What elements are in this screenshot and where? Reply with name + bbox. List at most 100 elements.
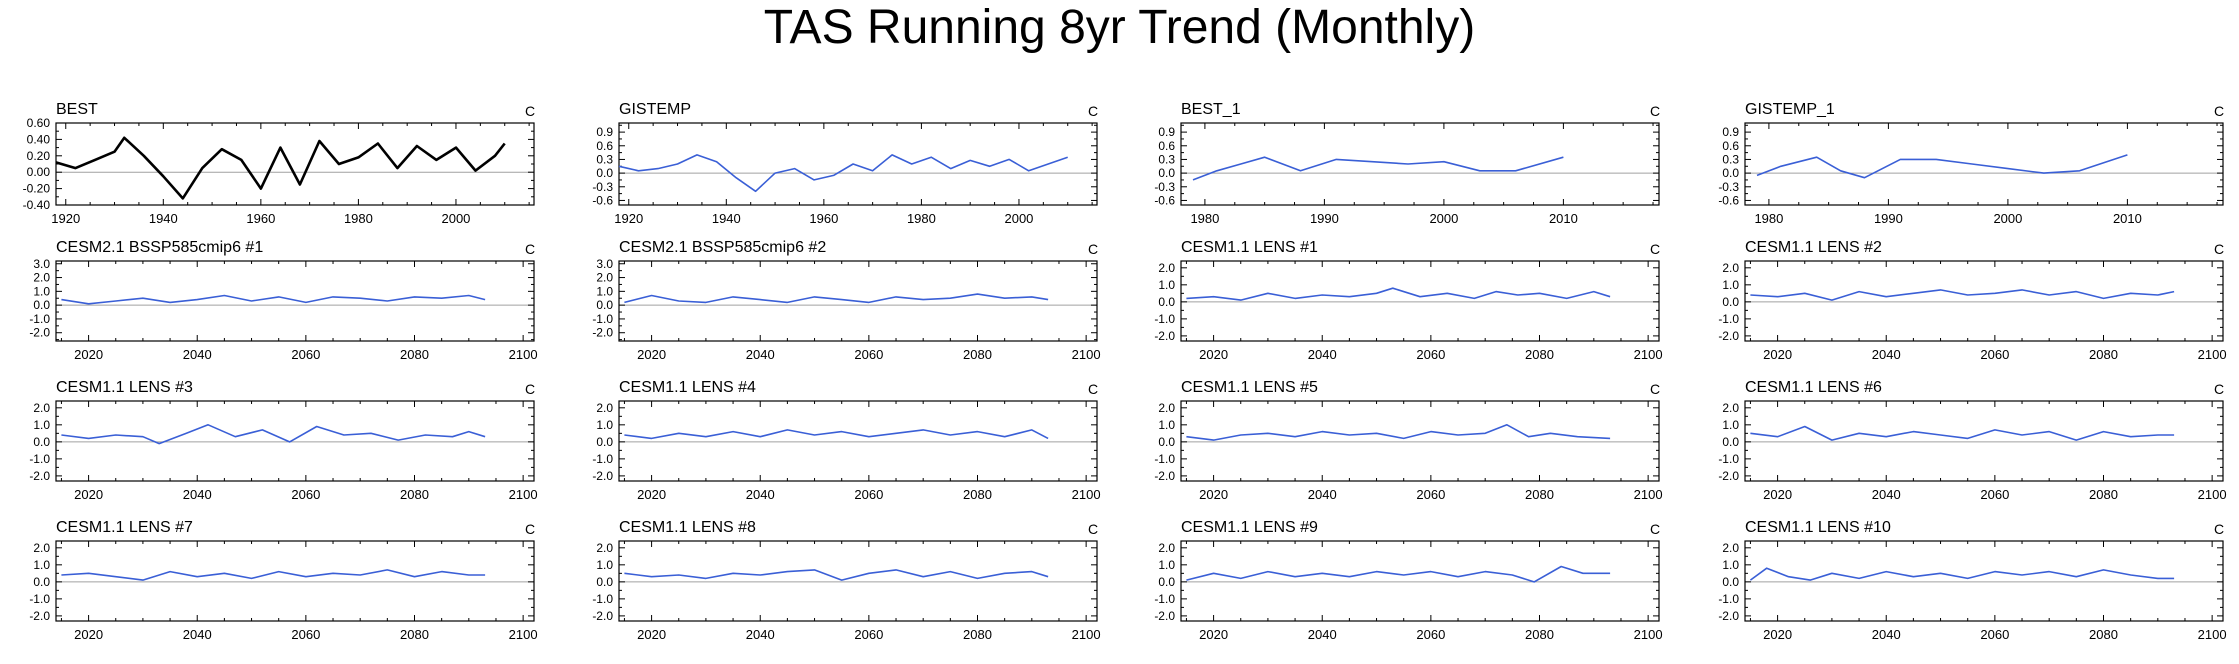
x-tick-label: 1980	[907, 211, 936, 226]
x-tick-label: 2060	[1980, 627, 2009, 642]
unit-label: C	[2214, 241, 2224, 257]
y-tick-label: 0.0	[596, 298, 613, 312]
y-tick-label: 0.3	[1158, 152, 1175, 166]
x-tick-label: 1960	[809, 211, 838, 226]
y-tick-label: -2.0	[1154, 609, 1175, 623]
x-tick-label: 2060	[1980, 487, 2009, 502]
x-tick-label: 2060	[291, 347, 320, 362]
plot-frame	[1744, 260, 2224, 342]
y-tick-label: 3.0	[596, 257, 613, 271]
x-tick-label: 1920	[51, 211, 80, 226]
panel-8: CESM1.1 LENS #2 C 2020 2040 2060 2080 2100 -2.0…	[1718, 239, 2226, 362]
unit-label: C	[1650, 521, 1660, 537]
y-tick-label: 0.0	[1158, 295, 1175, 309]
x-tick-label: 2040	[1872, 627, 1901, 642]
y-tick-label: -2.0	[29, 469, 50, 483]
series-line	[1186, 287, 1611, 301]
x-tick-label: 2000	[1004, 211, 1033, 226]
y-tick-label: 3.0	[33, 257, 50, 271]
x-tick-label: 2100	[1634, 487, 1663, 502]
y-tick-label: 1.0	[1158, 558, 1175, 572]
plot-frame	[618, 260, 1098, 342]
plot-frame	[1744, 400, 2224, 482]
x-tick-label: 2020	[1199, 627, 1228, 642]
y-tick-label: 0.6	[1722, 139, 1739, 153]
y-tick-label: -1.0	[29, 592, 50, 606]
y-tick-label: 0.60	[27, 116, 51, 130]
y-tick-label: 0.0	[596, 435, 613, 449]
y-tick-label: 2.0	[596, 541, 613, 555]
y-tick-label: 1.0	[1158, 278, 1175, 292]
x-tick-label: 2000	[1429, 211, 1458, 226]
y-tick-label: 0.9	[1158, 125, 1175, 139]
panel-title: CESM1.1 LENS #9	[1181, 519, 1318, 536]
series-line	[1756, 154, 2128, 179]
x-tick-label: 2040	[1872, 347, 1901, 362]
x-tick-label: 2040	[1308, 487, 1337, 502]
x-tick-label: 2060	[854, 627, 883, 642]
y-tick-label: 0.0	[1158, 166, 1175, 180]
plot-frame	[55, 260, 535, 342]
y-tick-label: 1.0	[596, 558, 613, 572]
y-tick-label: -0.3	[1154, 180, 1175, 194]
x-tick-label: 2040	[1872, 487, 1901, 502]
y-tick-label: 0.0	[1722, 166, 1739, 180]
unit-label: C	[2214, 103, 2224, 119]
plot-frame	[1180, 260, 1660, 342]
y-tick-label: 1.0	[596, 284, 613, 298]
plot-frame	[1180, 540, 1660, 622]
y-tick-label: 2.0	[33, 401, 50, 415]
panel-title: BEST_1	[1181, 101, 1241, 118]
y-tick-label: 0.0	[1722, 575, 1739, 589]
x-tick-label: 2020	[637, 347, 666, 362]
x-tick-label: 2100	[1634, 627, 1663, 642]
x-tick-label: 2100	[1072, 627, 1101, 642]
x-tick-label: 2020	[1763, 347, 1792, 362]
x-tick-label: 2060	[1416, 627, 1445, 642]
y-tick-label: -0.3	[1718, 180, 1739, 194]
x-tick-label: 2100	[1634, 347, 1663, 362]
y-tick-label: -2.0	[29, 326, 50, 340]
x-tick-label: 2080	[2089, 627, 2118, 642]
panel-15: CESM1.1 LENS #9 C 2020 2040 2060 2080 2100 -2.0…	[1154, 519, 1662, 642]
panel-16: CESM1.1 LENS #10 C 2020 2040 2060 2080 2100 -2.…	[1718, 519, 2226, 642]
series-line	[61, 569, 486, 581]
x-tick-label: 2080	[963, 487, 992, 502]
series-line	[1192, 156, 1564, 181]
y-tick-label: -1.0	[592, 592, 613, 606]
x-tick-label: 2040	[1308, 627, 1337, 642]
unit-label: C	[525, 381, 535, 397]
x-tick-label: 2020	[637, 487, 666, 502]
y-tick-label: -0.40	[23, 198, 51, 212]
y-tick-label: 0.9	[1722, 125, 1739, 139]
y-tick-label: 0.3	[596, 152, 613, 166]
y-tick-label: 0.3	[1722, 152, 1739, 166]
panel-title: CESM1.1 LENS #10	[1745, 519, 1891, 536]
series-line	[55, 136, 506, 200]
plot-frame	[618, 540, 1098, 622]
unit-label: C	[1088, 381, 1098, 397]
y-tick-label: 2.0	[1158, 401, 1175, 415]
y-tick-label: 1.0	[33, 558, 50, 572]
y-tick-label: 1.0	[1722, 418, 1739, 432]
y-tick-label: 0.0	[1158, 575, 1175, 589]
series-line	[624, 293, 1049, 304]
plot-frame	[1744, 122, 2224, 206]
y-tick-label: 0.40	[27, 132, 51, 146]
x-tick-label: 1920	[614, 211, 643, 226]
x-tick-label: 2040	[183, 627, 212, 642]
x-tick-label: 2060	[854, 347, 883, 362]
y-tick-label: 0.0	[1722, 295, 1739, 309]
x-tick-label: 1940	[712, 211, 741, 226]
series-line	[624, 429, 1049, 440]
panel-title: GISTEMP_1	[1745, 101, 1835, 118]
y-tick-label: 0.00	[27, 165, 51, 179]
panel-7: CESM1.1 LENS #1 C 2020 2040 2060 2080 2100 -2.0…	[1154, 239, 1662, 362]
y-tick-label: 1.0	[1722, 278, 1739, 292]
panel-title: CESM1.1 LENS #5	[1181, 379, 1318, 396]
y-tick-label: 1.0	[1722, 558, 1739, 572]
plot-frame	[1180, 400, 1660, 482]
y-tick-label: 0.9	[596, 125, 613, 139]
x-tick-label: 2060	[291, 627, 320, 642]
x-tick-label: 1990	[1874, 211, 1903, 226]
